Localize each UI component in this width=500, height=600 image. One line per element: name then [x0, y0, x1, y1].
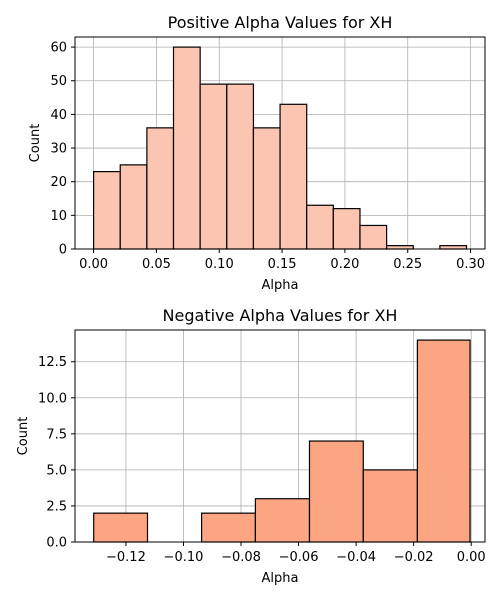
- histogram-bar: [252, 127, 281, 250]
- histogram-bar: [92, 171, 121, 250]
- y-tick-label: 0.0: [46, 536, 67, 551]
- x-axis-label: Alpha: [262, 278, 299, 293]
- x-tick-label: 0.20: [330, 257, 359, 272]
- histogram-bar: [332, 208, 361, 250]
- negative-alpha-histogram: −0.12 −0.10 −0.08 −0.06 −0.04 −0.02 0.00 0.0 2.5…: [16, 306, 486, 586]
- y-tick-label: 7.5: [46, 427, 67, 442]
- histogram-bar: [226, 83, 255, 250]
- x-tick-label: 0.15: [268, 257, 297, 272]
- histogram-bar: [359, 224, 388, 250]
- grid: [75, 37, 485, 250]
- histogram-bar: [362, 469, 418, 543]
- histogram-bar: [172, 46, 201, 250]
- histogram-bar: [199, 83, 228, 250]
- histogram-bar: [439, 245, 468, 250]
- ticks: 0.00 0.05 0.10 0.15 0.20 0.25 0.30 0 10 20 30 40 50 6…: [50, 41, 485, 272]
- x-tick-label: 0.05: [142, 257, 171, 272]
- y-tick-label: 5.0: [46, 463, 67, 478]
- ticks: −0.12 −0.10 −0.08 −0.06 −0.04 −0.02 0.00 0.0 2.5…: [38, 355, 486, 565]
- y-tick-label: 10.0: [38, 391, 67, 406]
- axes-frame: [74, 329, 486, 543]
- x-tick-label: −0.10: [164, 550, 204, 565]
- y-tick-label: 40: [50, 108, 67, 123]
- histogram-bar: [146, 127, 175, 250]
- histogram-bar: [416, 339, 471, 543]
- x-tick-label: −0.02: [394, 550, 434, 565]
- y-tick-label: 12.5: [38, 355, 67, 370]
- histogram-bar: [279, 103, 308, 250]
- y-tick-label: 2.5: [46, 499, 67, 514]
- x-tick-label: 0.00: [79, 257, 108, 272]
- y-tick-label: 50: [50, 74, 67, 89]
- chart-title: Positive Alpha Values for XH: [168, 13, 393, 32]
- y-tick-label: 10: [50, 209, 67, 224]
- x-tick-label: 0.30: [456, 257, 485, 272]
- x-tick-label: −0.04: [336, 550, 376, 565]
- positive-alpha-histogram: 0.00 0.05 0.10 0.15 0.20 0.25 0.30 0 10 20 30 40 50 6…: [28, 13, 486, 293]
- histogram-bar: [200, 512, 257, 543]
- x-axis-label: Alpha: [262, 571, 299, 586]
- histogram-bar: [386, 245, 414, 250]
- bars: [93, 339, 471, 543]
- x-tick-label: −0.08: [221, 550, 261, 565]
- x-tick-label: 0.10: [205, 257, 234, 272]
- y-tick-label: 30: [50, 142, 67, 157]
- x-tick-label: −0.12: [106, 550, 146, 565]
- histogram-bar: [254, 498, 311, 543]
- y-axis-label: Count: [16, 417, 31, 456]
- histogram-bar: [308, 440, 364, 543]
- y-tick-label: 60: [50, 41, 67, 56]
- y-tick-label: 0: [59, 243, 67, 258]
- axes-frame: [74, 36, 486, 250]
- chart-title: Negative Alpha Values for XH: [163, 306, 398, 325]
- x-tick-label: −0.06: [279, 550, 319, 565]
- histogram-bar: [93, 512, 149, 543]
- y-axis-label: Count: [28, 124, 43, 163]
- bars: [92, 46, 468, 250]
- histogram-bar: [306, 204, 334, 250]
- y-tick-label: 20: [50, 175, 67, 190]
- x-tick-label: 0.00: [457, 550, 486, 565]
- x-tick-label: 0.25: [393, 257, 422, 272]
- histogram-bar: [119, 164, 148, 250]
